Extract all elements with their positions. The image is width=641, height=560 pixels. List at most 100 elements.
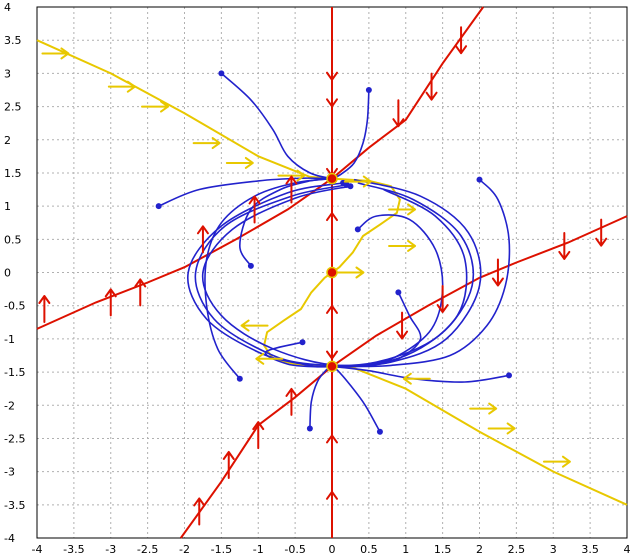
x-tick-label: 3 xyxy=(550,543,557,556)
y-nullcline-direction-arrow xyxy=(196,225,209,254)
trajectory xyxy=(331,365,510,383)
x-nullcline-direction-arrow xyxy=(255,352,284,365)
direction-arrows xyxy=(38,26,608,526)
x-tick-label: -2.5 xyxy=(137,543,158,556)
y-nullcline-direction-arrow xyxy=(326,148,338,177)
y-nullcline-direction-arrow xyxy=(38,295,51,324)
equilibria xyxy=(326,172,338,373)
trajectory xyxy=(238,177,333,267)
trajectory xyxy=(309,365,333,429)
trajectory-start-point xyxy=(347,183,354,190)
x-nullcline-direction-arrow xyxy=(402,372,431,385)
y-nullcline-direction-arrow xyxy=(326,79,338,108)
y-tick-label: -1 xyxy=(4,333,15,346)
trajectory-start-point xyxy=(365,86,372,93)
x-tick-label: -3 xyxy=(105,543,116,556)
x-tick-label: -1 xyxy=(253,543,264,556)
x-tick-label: 2.5 xyxy=(508,543,526,556)
y-tick-label: 0 xyxy=(4,267,11,280)
x-tick-label: 1 xyxy=(402,543,409,556)
y-nullcline-direction-arrow xyxy=(252,421,265,450)
trajectory xyxy=(158,177,333,207)
y-nullcline-direction-arrow xyxy=(248,195,261,224)
equilibrium-point xyxy=(326,266,338,279)
x-nullcline-direction-arrow xyxy=(141,100,169,113)
y-tick-label: -1.5 xyxy=(4,366,25,379)
x-tick-label: -0.5 xyxy=(284,543,305,556)
y-tick-label: 1.5 xyxy=(4,167,22,180)
trajectory xyxy=(186,178,482,368)
trajectory xyxy=(331,89,370,180)
y-nullcline xyxy=(179,215,628,539)
trajectories xyxy=(155,70,512,435)
x-tick-label: -2 xyxy=(179,543,190,556)
y-tick-label: 1 xyxy=(4,200,11,213)
y-nullcline-direction-arrow xyxy=(134,278,147,307)
y-nullcline-direction-arrow xyxy=(436,285,449,314)
y-nullcline-direction-arrow xyxy=(193,497,206,526)
x-nullcline-direction-arrow xyxy=(225,156,254,169)
y-nullcline-direction-arrow xyxy=(285,175,298,204)
x-nullcline-direction-arrow xyxy=(41,47,70,60)
x-nullcline-direction-arrow xyxy=(192,137,221,150)
y-nullcline xyxy=(36,6,485,330)
x-tick-label: 4 xyxy=(624,543,631,556)
x-tick-label: 0 xyxy=(329,543,336,556)
x-tick-label: -4 xyxy=(32,543,43,556)
x-nullcline-direction-arrow xyxy=(107,80,136,93)
y-axis-ticks: 4 3.5 3 2.5 2 1.5 1 0.5 0 -0.5 -1 -1.5 -2 -2.5 -3 -3.5 -… xyxy=(4,1,25,545)
trajectory xyxy=(220,72,333,180)
y-nullcline-direction-arrow xyxy=(558,231,571,260)
x-tick-label: 1.5 xyxy=(434,543,452,556)
y-tick-label: 3.5 xyxy=(4,34,22,47)
x-nullcline-direction-arrow xyxy=(469,402,498,415)
x-tick-label: -3.5 xyxy=(63,543,84,556)
trajectory-start-point xyxy=(354,226,361,233)
y-tick-label: -3 xyxy=(4,466,15,479)
y-tick-label: 0.5 xyxy=(4,233,22,246)
x-nullcline-direction-arrow xyxy=(240,319,269,332)
equilibrium-point xyxy=(326,172,338,185)
y-tick-label: 4 xyxy=(4,1,11,14)
trajectory xyxy=(194,182,475,367)
trajectory-start-point xyxy=(236,375,243,382)
y-nullcline-direction-arrow xyxy=(425,72,438,101)
trajectory-start-point xyxy=(218,70,225,77)
trajectory-start-point xyxy=(506,372,512,379)
trajectory-start-point xyxy=(376,428,383,435)
y-nullcline-direction-arrow xyxy=(396,311,409,340)
x-tick-label: 2 xyxy=(476,543,483,556)
trajectory xyxy=(201,185,468,367)
x-nullcline-direction-arrow xyxy=(487,422,516,435)
y-nullcline-direction-arrow xyxy=(104,288,117,317)
x-tick-label: 3.5 xyxy=(581,543,599,556)
y-tick-label: -2 xyxy=(4,399,15,412)
y-nullcline-direction-arrow xyxy=(455,26,468,55)
y-nullcline-direction-arrow xyxy=(285,387,298,416)
y-nullcline-direction-arrow xyxy=(326,52,338,81)
y-nullcline-direction-arrow xyxy=(222,450,235,479)
x-axis-ticks: -4 -3.5 -3 -2.5 -2 -1.5 -1 -0.5 0 0.5 1 1.5 2 2.5 3 3.5… xyxy=(32,543,631,556)
trajectory-start-point xyxy=(306,425,313,432)
equilibrium-point xyxy=(326,360,338,373)
x-nullcline-direction-arrow xyxy=(343,175,372,188)
y-nullcline-direction-arrow xyxy=(326,434,338,463)
trajectory-start-point xyxy=(155,203,162,210)
trajectory-start-point xyxy=(299,339,306,346)
y-tick-label: -2.5 xyxy=(4,432,25,445)
trajectory-start-point xyxy=(247,262,254,269)
y-tick-label: -3.5 xyxy=(4,499,25,512)
y-nullcline-direction-arrow xyxy=(392,99,405,128)
trajectory-start-point xyxy=(476,176,483,183)
y-nullcline-direction-arrow xyxy=(491,258,504,287)
x-tick-label: -1.5 xyxy=(211,543,232,556)
y-nullcline-direction-arrow xyxy=(595,218,608,247)
x-nullcline-direction-arrow xyxy=(336,266,365,279)
y-tick-label: -4 xyxy=(4,532,15,545)
trajectory-start-point xyxy=(395,289,402,296)
x-tick-label: 0.5 xyxy=(360,543,378,556)
x-nullcline-direction-arrow xyxy=(388,203,417,216)
y-tick-label: 3 xyxy=(4,67,11,80)
y-nullcline-direction-arrow xyxy=(326,331,338,360)
x-nullcline-direction-arrow xyxy=(542,455,571,468)
